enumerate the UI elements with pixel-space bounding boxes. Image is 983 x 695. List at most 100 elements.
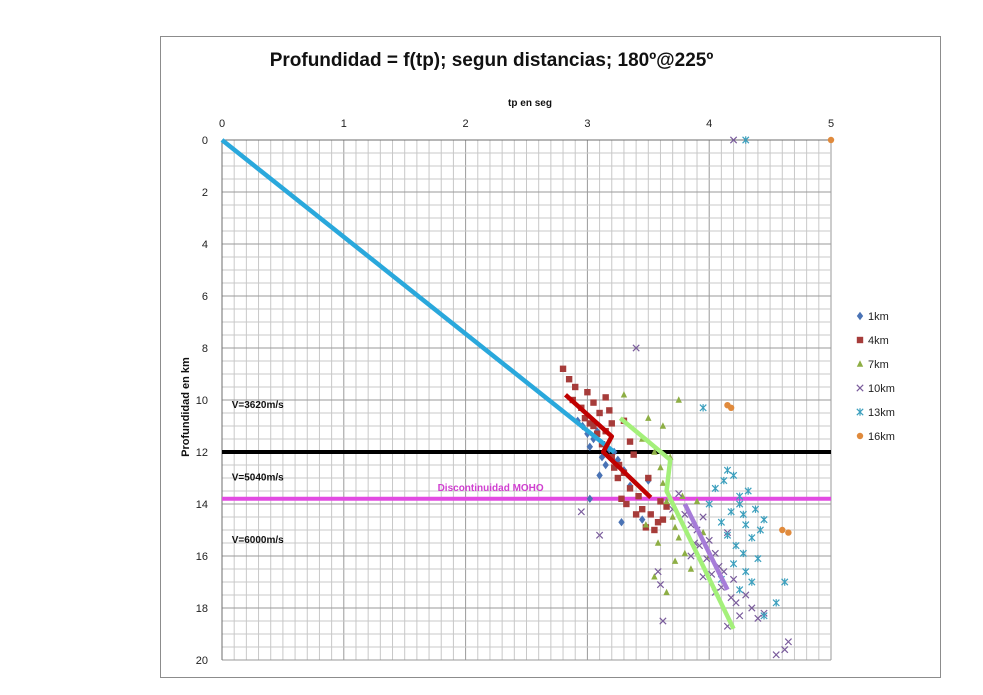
data-point [785, 529, 792, 536]
y-tick-label: 20 [196, 655, 208, 667]
data-point [602, 394, 609, 401]
legend-label: 7km [868, 359, 889, 371]
data-point [626, 438, 634, 445]
data-point [772, 651, 780, 659]
data-point [675, 489, 683, 498]
data-point [729, 136, 738, 144]
y-tick-label: 0 [202, 135, 208, 147]
data-point [748, 604, 756, 612]
data-point [736, 612, 744, 620]
data-point [581, 415, 589, 422]
data-point [760, 515, 768, 524]
grid-lines [221, 139, 832, 661]
x-tick-label: 5 [828, 118, 834, 130]
data-point [732, 599, 740, 607]
data-point [663, 503, 670, 510]
y-tick-label: 14 [196, 499, 208, 511]
data-point [595, 531, 604, 539]
data-point [751, 505, 760, 513]
y-tick-label: 12 [196, 447, 208, 459]
annotation: V=5040m/s [232, 473, 284, 484]
data-point [675, 396, 682, 403]
data-point [772, 599, 780, 607]
data-point [781, 645, 789, 654]
data-point [635, 493, 642, 500]
data-point [623, 500, 630, 508]
data-point [654, 539, 662, 546]
data-point [705, 536, 713, 545]
data-point [639, 515, 646, 524]
data-point [596, 471, 603, 480]
data-point [675, 534, 682, 541]
data-point [720, 476, 728, 485]
y-tick-label: 16 [196, 551, 208, 563]
data-point [656, 580, 665, 589]
data-point [593, 430, 601, 437]
data-point [659, 422, 667, 429]
data-point [717, 518, 726, 526]
data-point [781, 578, 789, 586]
data-point [657, 498, 664, 505]
data-point [618, 495, 625, 502]
data-point [679, 492, 686, 499]
data-point [659, 516, 667, 523]
data-point [663, 588, 670, 596]
legend-marker [856, 384, 864, 392]
data-point [659, 617, 667, 625]
data-point [695, 541, 704, 550]
data-point [711, 549, 719, 558]
data-point [590, 399, 597, 406]
legend-label: 4km [868, 335, 889, 347]
data-point [671, 523, 679, 531]
data-point [748, 534, 756, 542]
trend-line [682, 502, 730, 591]
data-point [565, 376, 573, 383]
data-point [659, 479, 667, 486]
data-point [705, 500, 713, 508]
data-point [651, 573, 658, 580]
y-tick-label: 6 [202, 291, 208, 303]
data-point [739, 549, 747, 558]
data-point [681, 549, 689, 557]
trend-line [563, 393, 653, 500]
data-point [651, 526, 658, 534]
data-point [760, 612, 768, 620]
data-point [590, 422, 597, 430]
data-point [711, 484, 719, 493]
data-point [618, 518, 625, 527]
data-point [602, 460, 609, 470]
data-point [742, 567, 750, 576]
legend-marker [856, 336, 864, 344]
data-point [610, 464, 618, 471]
data-point [654, 567, 662, 576]
data-point [642, 521, 650, 528]
data-point [572, 383, 579, 391]
data-point [654, 519, 662, 526]
data-point [606, 407, 613, 414]
legend-marker [856, 432, 864, 440]
data-point [754, 554, 762, 563]
data-point [723, 466, 732, 474]
legend: 1km 4km 7km 10km 13km 16km [856, 311, 895, 443]
data-point [657, 463, 664, 471]
data-point [626, 485, 634, 492]
data-point [608, 420, 615, 427]
data-point [645, 414, 652, 421]
y-tick-label: 8 [202, 343, 208, 355]
x-tick-label: 3 [584, 118, 590, 130]
data-point [632, 511, 640, 518]
series-16km [724, 136, 835, 536]
data-point [779, 526, 786, 534]
data-point [827, 136, 835, 144]
data-point [699, 513, 707, 521]
x-axis-title: tp en seg [508, 98, 552, 109]
data-point [693, 497, 701, 505]
data-point [729, 471, 738, 480]
data-point [754, 614, 762, 623]
x-tick-label: 0 [219, 118, 225, 130]
trend-line [220, 138, 616, 454]
data-point [699, 404, 707, 412]
legend-marker [856, 408, 864, 416]
y-tick-label: 10 [196, 395, 208, 407]
